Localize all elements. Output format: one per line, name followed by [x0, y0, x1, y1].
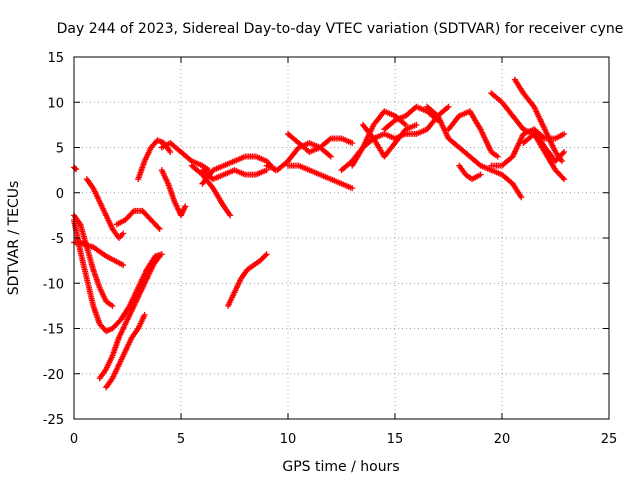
- y-tick-label: 10: [47, 96, 64, 111]
- data-point: [327, 153, 334, 160]
- y-tick-label: -20: [43, 368, 64, 383]
- series-arc-10: [158, 139, 212, 174]
- series-arc-30: [511, 76, 565, 165]
- data-point: [326, 136, 333, 143]
- series-arc-18: [285, 162, 356, 192]
- x-axis-label: GPS time / hours: [282, 459, 399, 475]
- y-tick-label: 15: [47, 51, 64, 66]
- x-tick-label: 10: [280, 432, 297, 447]
- y-tick-label: 5: [56, 142, 64, 157]
- data-point: [227, 212, 234, 219]
- data-point: [120, 230, 127, 237]
- data-point: [187, 156, 194, 163]
- data-point: [413, 121, 420, 128]
- x-tick-label: 15: [387, 432, 404, 447]
- series-arc-01: [71, 164, 80, 173]
- data-point: [494, 153, 501, 160]
- data-point: [326, 152, 333, 159]
- y-tick-label: -5: [51, 232, 64, 247]
- series-arc-06: [96, 253, 163, 382]
- data-point: [349, 185, 356, 192]
- data-point: [156, 253, 163, 260]
- x-tick-label: 20: [494, 432, 511, 447]
- data-point: [141, 311, 148, 318]
- data-point: [129, 209, 136, 216]
- data-point: [445, 103, 452, 110]
- data-point: [349, 139, 356, 146]
- data-point: [477, 171, 484, 178]
- chart-title: Day 244 of 2023, Sidereal Day-to-day VTE…: [57, 21, 624, 37]
- series-arc-32: [531, 126, 568, 165]
- x-tick-labels: 0 5 10 15 20 25: [70, 432, 617, 447]
- data-point: [559, 150, 566, 157]
- series-arc-25: [445, 108, 501, 160]
- series-arc-08: [113, 207, 163, 232]
- data-point: [518, 194, 525, 201]
- y-tick-label: -15: [43, 323, 64, 338]
- data-point: [476, 161, 483, 168]
- y-tick-labels: -25 -20 -15 -10 -5 0 5 10 15: [43, 51, 64, 428]
- series-arc-27: [488, 167, 525, 201]
- data-point: [262, 252, 269, 259]
- series-arc-11: [158, 167, 189, 219]
- data-point: [390, 118, 397, 125]
- y-tick-label: -10: [43, 277, 64, 292]
- data-point: [401, 120, 408, 127]
- data-point: [561, 149, 568, 156]
- y-tick-label: -25: [43, 413, 64, 428]
- series-arc-26: [456, 162, 484, 183]
- data-point: [561, 176, 568, 183]
- axis-ticks: [73, 56, 610, 420]
- data-point: [167, 149, 174, 156]
- y-axis-label: SDTVAR / TECUs: [6, 181, 22, 296]
- x-tick-label: 25: [601, 432, 618, 447]
- data-point: [109, 302, 116, 309]
- data-point: [155, 224, 162, 231]
- grid: [74, 57, 609, 419]
- series-arc-24: [424, 103, 495, 174]
- data-point: [559, 174, 566, 181]
- data-point: [182, 203, 189, 210]
- data-point: [156, 225, 163, 232]
- series-arc-09: [135, 137, 174, 183]
- x-tick-label: 0: [70, 432, 78, 447]
- data-point: [120, 262, 127, 269]
- series-arc-14: [199, 167, 270, 183]
- data-point: [263, 251, 270, 258]
- data-point: [444, 104, 451, 111]
- data-point: [561, 130, 568, 137]
- data-point: [558, 158, 565, 165]
- series-arc-07: [103, 311, 148, 391]
- x-tick-label: 5: [177, 432, 185, 447]
- data-point: [72, 165, 79, 172]
- series-arc-15: [225, 251, 270, 309]
- data-points: [71, 76, 568, 391]
- series-arc-05: [83, 176, 127, 241]
- y-tick-label: 0: [56, 187, 64, 202]
- series-arc-17: [285, 130, 356, 156]
